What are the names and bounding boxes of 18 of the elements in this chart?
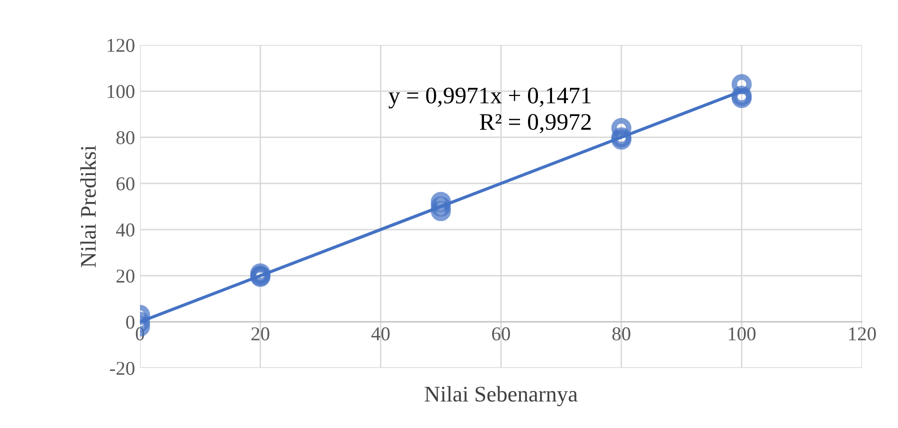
y-tick-label: 80 [116, 131, 134, 144]
x-tick-label: 60 [492, 327, 510, 340]
y-tick-label: -20 [110, 362, 134, 375]
x-axis-title: Nilai Sebenarnya [424, 386, 578, 406]
x-tick-label: 0 [136, 327, 144, 340]
x-tick-label: 100 [728, 327, 756, 340]
x-tick-label: 40 [371, 327, 390, 340]
x-tick-label: 20 [251, 327, 270, 340]
x-tick-label: 80 [612, 327, 630, 340]
y-tick-label: 20 [116, 270, 134, 283]
x-tick-label: 120 [849, 327, 876, 340]
y-axis-title: Nilai Prediksi [80, 146, 96, 268]
annotation: y = 0,9971x + 0,1471 R² = 0,9972 [388, 88, 591, 134]
y-tick-label: 0 [126, 316, 134, 329]
y-tick-label: 120 [108, 38, 134, 52]
y-tick-label: 60 [116, 177, 134, 190]
y-tick-label: 100 [108, 84, 134, 98]
y-tick-label: 40 [116, 223, 134, 237]
